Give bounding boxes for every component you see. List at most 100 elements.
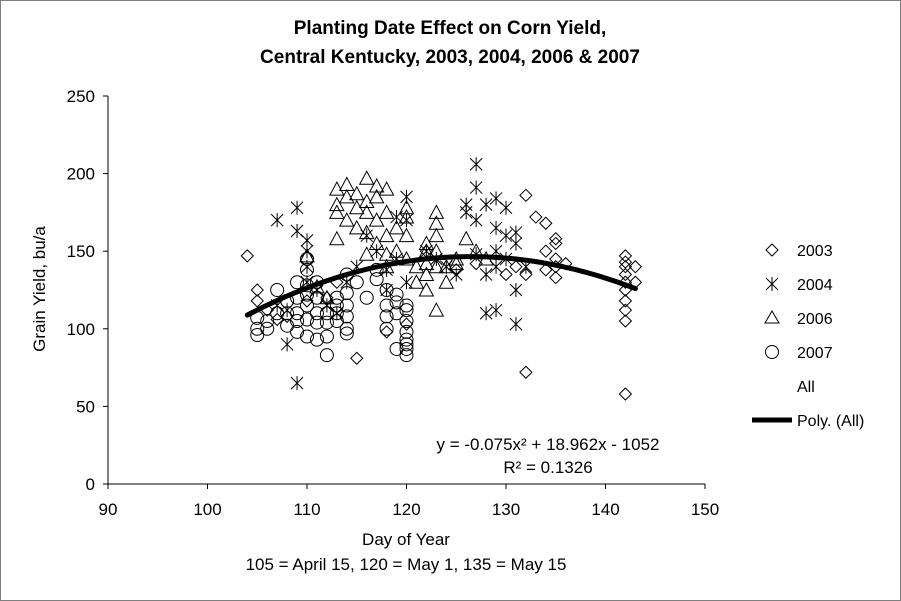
point-2007 — [359, 290, 374, 305]
point-2006 — [378, 204, 395, 219]
point-2007 — [319, 348, 334, 363]
point-2006 — [428, 302, 445, 317]
point-2006 — [329, 196, 345, 212]
x-tick-label: 110 — [293, 500, 320, 519]
point-2003 — [549, 236, 563, 251]
legend-label-2006: 2006 — [797, 311, 833, 328]
point-2007 — [309, 315, 324, 330]
point-2006 — [358, 246, 375, 261]
point-2004 — [320, 298, 334, 313]
point-2004 — [479, 197, 493, 212]
point-2007 — [250, 328, 265, 343]
point-2003 — [379, 325, 394, 339]
x-tick-label: 90 — [99, 500, 118, 519]
point-2004 — [509, 236, 523, 251]
point-2006 — [428, 227, 445, 243]
legend-marker-2003 — [765, 243, 779, 257]
point-2007 — [399, 332, 414, 347]
point-2007 — [339, 309, 354, 324]
legend-label-poly: Poly. (All) — [797, 413, 864, 430]
point-2004 — [290, 224, 304, 239]
point-2007 — [399, 341, 414, 356]
point-2007 — [309, 290, 324, 305]
point-2003 — [250, 283, 264, 297]
legend: 2003 2004 2006 2007 All Poly. (All) — [752, 243, 864, 430]
point-2004 — [489, 220, 503, 235]
point-2007 — [339, 326, 354, 341]
point-2007 — [349, 275, 364, 290]
point-2007 — [379, 309, 394, 324]
point-2004 — [400, 275, 413, 290]
x-tick-label: 100 — [193, 500, 221, 519]
trendline — [244, 254, 638, 318]
point-2004 — [469, 157, 483, 172]
point-2003 — [469, 256, 483, 271]
point-2006 — [338, 176, 355, 191]
point-2004 — [290, 200, 304, 215]
x-axis-note: 105 = April 15, 120 = May 1, 135 = May 1… — [246, 555, 567, 574]
chart-title-line2: Central Kentucky, 2003, 2004, 2006 & 200… — [260, 47, 640, 68]
point-2006 — [358, 170, 375, 185]
point-2006 — [378, 227, 395, 243]
point-2003 — [519, 267, 533, 282]
point-2007 — [369, 272, 384, 287]
point-2003 — [549, 270, 563, 285]
point-2004 — [499, 200, 513, 215]
x-axis-label: Day of Year — [362, 530, 450, 549]
y-tick-label: 150 — [67, 242, 95, 261]
point-2006 — [329, 204, 345, 219]
point-2003 — [539, 216, 553, 230]
point-2004 — [469, 180, 483, 195]
point-2003 — [350, 351, 364, 365]
point-2006 — [338, 188, 355, 204]
point-2006 — [398, 209, 415, 224]
point-2003 — [618, 249, 633, 263]
point-2007 — [290, 324, 305, 339]
point-2004 — [290, 376, 304, 391]
point-2004 — [459, 205, 473, 220]
point-2007 — [290, 314, 305, 329]
point-2006 — [388, 219, 405, 235]
point-2007 — [389, 295, 404, 310]
point-2006 — [338, 212, 355, 227]
point-2007 — [379, 321, 394, 336]
point-2007 — [290, 275, 305, 290]
point-2007 — [319, 329, 334, 344]
point-2007 — [399, 298, 414, 313]
x-tick-label: 150 — [691, 500, 719, 519]
data-points — [240, 157, 643, 401]
chart-title-line1: Planting Date Effect on Corn Yield, — [294, 18, 606, 39]
point-2006 — [438, 274, 455, 289]
point-2007 — [319, 315, 334, 330]
point-2003 — [618, 267, 633, 282]
point-2007 — [309, 332, 324, 347]
point-2004 — [300, 244, 314, 259]
point-2007 — [399, 303, 414, 318]
trend-equation: y = -0.075x² + 18.962x - 1052 — [436, 435, 659, 454]
point-2007 — [280, 306, 295, 321]
point-2003 — [519, 188, 533, 203]
point-2003 — [499, 267, 513, 282]
point-2007 — [329, 314, 344, 329]
point-2003 — [539, 263, 553, 277]
y-tick-label: 200 — [67, 165, 95, 184]
point-2004 — [479, 267, 493, 282]
point-2006 — [398, 227, 415, 243]
point-2006 — [378, 181, 395, 196]
point-2007 — [250, 321, 265, 336]
point-2003 — [618, 294, 633, 308]
point-2007 — [399, 337, 414, 352]
point-2007 — [339, 286, 354, 301]
trend-r2: R² = 0.1326 — [503, 458, 592, 477]
point-2006 — [438, 258, 455, 274]
point-2006 — [348, 185, 365, 201]
point-2006 — [418, 235, 435, 250]
legend-marker-2007 — [765, 345, 779, 359]
point-2006 — [408, 258, 425, 274]
point-2003 — [519, 365, 533, 379]
point-2006 — [418, 266, 435, 281]
point-2007 — [329, 298, 344, 313]
x-tick-label: 140 — [591, 500, 619, 519]
point-2007 — [280, 318, 295, 333]
